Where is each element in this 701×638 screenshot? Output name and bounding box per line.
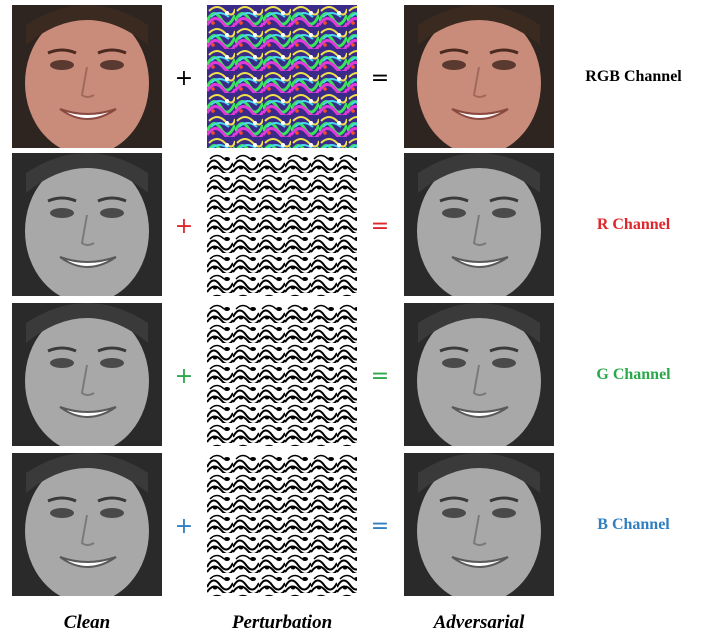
equals-sign: =: [370, 66, 390, 91]
adversarial-face-image: [404, 153, 554, 296]
channel-label: B Channel: [597, 516, 670, 533]
noise-pattern-icon: [207, 453, 357, 596]
clean-face-image: [12, 453, 162, 596]
channel-row: + = G Channel: [0, 303, 701, 451]
adversarial-face-image: [404, 303, 554, 446]
face-photo-icon: [404, 5, 554, 148]
face-photo-icon: [12, 303, 162, 446]
plus-sign: +: [174, 364, 194, 389]
plus-sign: +: [174, 214, 194, 239]
equals-sign: =: [370, 364, 390, 389]
channel-label: RGB Channel: [585, 68, 682, 85]
channel-label: G Channel: [596, 366, 671, 383]
face-photo-icon: [12, 153, 162, 296]
column-label-adversarial: Adversarial: [433, 612, 525, 633]
face-photo-icon: [404, 303, 554, 446]
clean-face-image: [12, 153, 162, 296]
face-photo-icon: [404, 453, 554, 596]
plus-sign: +: [174, 66, 194, 91]
plus-sign: +: [174, 514, 194, 539]
noise-pattern-icon: [207, 303, 357, 446]
channel-label: R Channel: [596, 216, 671, 233]
channel-row: + = B Channel: [0, 453, 701, 601]
channel-row: + = R Channel: [0, 153, 701, 301]
clean-face-image: [12, 5, 162, 148]
clean-face-image: [12, 303, 162, 446]
adversarial-face-image: [404, 453, 554, 596]
equals-sign: =: [370, 514, 390, 539]
column-label-perturbation: Perturbation: [231, 612, 333, 633]
face-photo-icon: [12, 453, 162, 596]
noise-pattern-icon: [207, 5, 357, 148]
perturbation-image: [207, 153, 357, 296]
column-label-clean: Clean: [63, 612, 111, 633]
channel-row: + = RGB Channel: [0, 5, 701, 153]
face-photo-icon: [404, 153, 554, 296]
noise-pattern-icon: [207, 153, 357, 296]
adversarial-face-image: [404, 5, 554, 148]
perturbation-image: [207, 303, 357, 446]
perturbation-image: [207, 5, 357, 148]
equals-sign: =: [370, 214, 390, 239]
face-photo-icon: [12, 5, 162, 148]
perturbation-image: [207, 453, 357, 596]
